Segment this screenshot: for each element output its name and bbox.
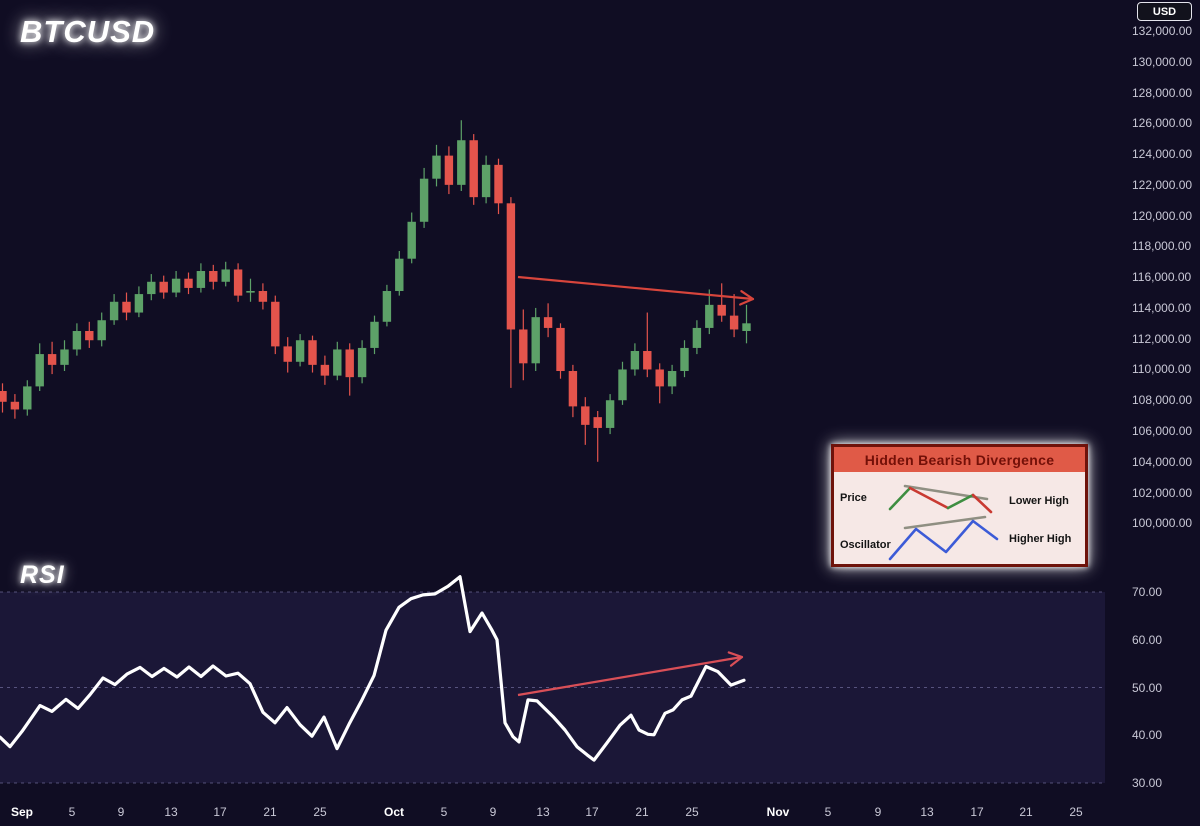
time-axis-day-label: 9 xyxy=(117,805,125,819)
time-axis-day-label: 17 xyxy=(585,805,599,819)
divergence-diagram xyxy=(888,484,999,561)
time-axis-day-label: 25 xyxy=(313,805,327,819)
price-axis-label: 128,000.00 xyxy=(1132,85,1193,100)
time-axis-day-label: 9 xyxy=(874,805,882,819)
time-axis-day-label: 5 xyxy=(68,805,76,819)
time-axis-day-label: 17 xyxy=(213,805,227,819)
price-axis-label: 126,000.00 xyxy=(1132,116,1193,131)
candlestick-series xyxy=(0,120,751,462)
time-axis-day-label: 25 xyxy=(685,805,699,819)
time-axis-month-label: Oct xyxy=(383,805,404,819)
time-axis-day-label: 21 xyxy=(263,805,277,819)
rsi-axis-label: 60.00 xyxy=(1132,632,1163,647)
price-axis-label: 120,000.00 xyxy=(1132,208,1193,223)
rsi-label: RSI xyxy=(20,561,65,589)
rsi-trend-arrow[interactable] xyxy=(517,651,744,697)
legend-oscillator-label: Oscillator xyxy=(840,539,891,551)
divergence-legend-title: Hidden Bearish Divergence xyxy=(834,447,1085,472)
price-axis-label: 122,000.00 xyxy=(1132,177,1193,192)
price-axis-label: 116,000.00 xyxy=(1132,270,1192,285)
rsi-axis-label: 50.00 xyxy=(1132,680,1163,695)
rsi-line-series xyxy=(0,575,746,762)
time-axis-day-label: 17 xyxy=(970,805,984,819)
legend-lower-high-label: Lower High xyxy=(1009,495,1069,507)
divergence-legend[interactable]: Hidden Bearish Divergence Price Oscillat… xyxy=(831,444,1088,567)
symbol-title: BTCUSD xyxy=(20,14,156,49)
time-axis-month-label: Sep xyxy=(10,805,33,819)
price-axis-label: 118,000.00 xyxy=(1132,239,1192,254)
legend-price-label: Price xyxy=(840,492,867,504)
price-axis-label: 110,000.00 xyxy=(1132,362,1192,377)
price-axis-label: 114,000.00 xyxy=(1132,300,1192,315)
price-axis-label: 106,000.00 xyxy=(1132,424,1193,438)
currency-badge[interactable]: USD xyxy=(1137,2,1192,21)
price-axis-label: 124,000.00 xyxy=(1132,147,1193,162)
time-axis-day-label: 13 xyxy=(164,805,178,819)
time-axis-day-label: 25 xyxy=(1069,805,1083,819)
time-axis-day-label: 13 xyxy=(920,805,934,819)
time-axis-day-label: 21 xyxy=(1019,805,1033,819)
time-axis-day-label: 13 xyxy=(536,805,550,819)
price-axis-label: 104,000.00 xyxy=(1132,454,1193,469)
price-axis-label: 108,000.00 xyxy=(1132,393,1193,408)
time-axis-day-label: 5 xyxy=(440,805,448,819)
time-axis-day-label: 9 xyxy=(489,805,497,819)
legend-higher-high-label: Higher High xyxy=(1009,533,1072,545)
price-axis-label: 130,000.00 xyxy=(1132,54,1193,69)
rsi-gridlines xyxy=(0,591,1105,784)
price-trend-arrow[interactable] xyxy=(517,275,755,306)
divergence-legend-body: Price Oscillator Lower High Higher High xyxy=(834,472,1085,564)
rsi-axis-label: 40.00 xyxy=(1132,728,1163,743)
price-axis-label: 100,000.00 xyxy=(1132,516,1193,531)
time-axis-month-label: Nov xyxy=(766,805,790,819)
price-axis-label: 102,000.00 xyxy=(1132,485,1193,500)
rsi-axis-label: 70.00 xyxy=(1132,585,1163,599)
rsi-axis-label: 30.00 xyxy=(1132,776,1163,790)
price-axis-label: 132,000.00 xyxy=(1132,24,1193,38)
time-axis-day-label: 5 xyxy=(824,805,832,819)
price-axis-label: 112,000.00 xyxy=(1132,331,1192,346)
time-axis-day-label: 21 xyxy=(635,805,649,819)
